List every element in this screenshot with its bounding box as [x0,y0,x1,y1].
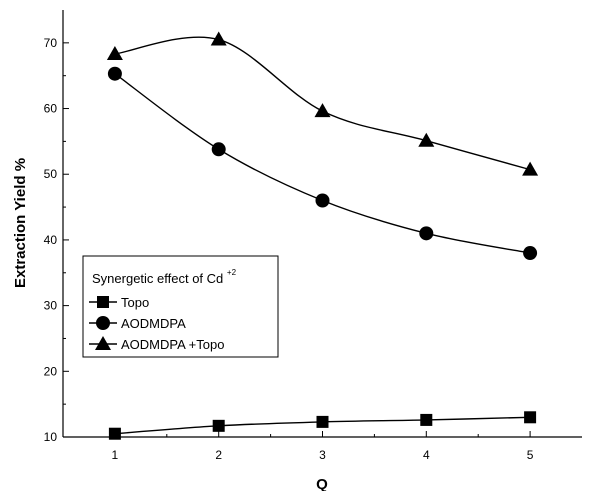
y-tick-label: 40 [44,233,58,247]
data-point-circle [523,246,538,261]
legend-title: Synergetic effect of Cd +2 [92,268,237,286]
x-tick-label: 2 [215,448,222,462]
data-point-triangle [314,103,331,118]
plot-area: 10 20 30 40 50 60 70 1 2 3 4 5 [44,10,582,462]
y-tick-label: 10 [44,430,58,444]
y-tick-label: 70 [44,36,58,50]
y-tick-label: 50 [44,167,58,181]
data-point-square [420,413,433,426]
data-point-circle [419,226,434,241]
data-point-square [524,411,537,424]
legend-item: Topo [89,295,149,310]
series-line-circle [114,73,531,254]
data-point-circle [107,66,122,81]
x-tick-label: 5 [527,448,534,462]
legend-label: AODMDPA +Topo [121,337,224,352]
data-point-circle [315,193,330,208]
y-ticks: 10 20 30 40 50 60 70 [44,36,69,444]
x-ticks: 1 2 3 4 5 [112,431,534,462]
legend-title-text: Synergetic effect of Cd [92,271,223,286]
y-tick-label: 60 [44,102,58,116]
legend-box [82,255,279,358]
legend: Synergetic effect of Cd +2 Topo AODMDPA AO… [82,255,279,358]
legend-marker-square [97,296,109,308]
y-tick-label: 20 [44,364,58,378]
x-axis-title: Q [316,476,328,491]
series-layer [106,31,539,440]
legend-item: AODMDPA +Topo [89,336,224,352]
y-axis-title: Extraction Yield % [12,158,29,288]
legend-title-superscript: +2 [227,268,237,277]
series-triangle [106,31,539,176]
x-tick-label: 4 [423,448,430,462]
data-point-triangle [418,132,435,147]
legend-label: Topo [121,295,149,310]
legend-items: Topo AODMDPA AODMDPA +Topo [89,295,224,352]
data-point-square [108,427,121,440]
x-tick-label: 3 [319,448,326,462]
legend-marker-triangle [95,336,111,350]
x-tick-label: 1 [112,448,119,462]
legend-label: AODMDPA [121,316,186,331]
data-point-square [316,415,329,428]
data-point-triangle [210,31,227,46]
legend-item: AODMDPA [89,316,186,331]
series-square [108,411,537,440]
data-point-triangle [106,46,123,61]
data-point-circle [211,142,226,157]
y-tick-label: 30 [44,299,58,313]
series-circle [107,66,538,261]
data-point-square [212,419,225,432]
data-point-triangle [522,161,539,176]
legend-marker-circle [96,316,110,330]
